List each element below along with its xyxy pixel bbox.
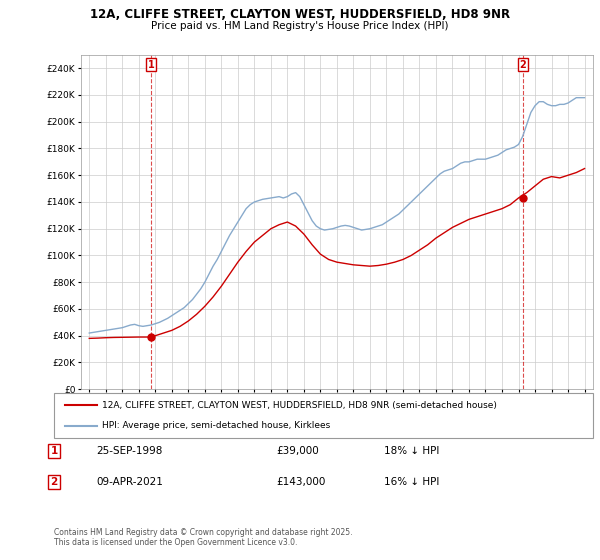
- Text: HPI: Average price, semi-detached house, Kirklees: HPI: Average price, semi-detached house,…: [103, 421, 331, 430]
- Text: 16% ↓ HPI: 16% ↓ HPI: [384, 477, 439, 487]
- Text: 1: 1: [50, 446, 58, 456]
- FancyBboxPatch shape: [54, 393, 593, 438]
- Text: 12A, CLIFFE STREET, CLAYTON WEST, HUDDERSFIELD, HD8 9NR: 12A, CLIFFE STREET, CLAYTON WEST, HUDDER…: [90, 8, 510, 21]
- Text: 2: 2: [520, 60, 526, 70]
- Text: 09-APR-2021: 09-APR-2021: [96, 477, 163, 487]
- Text: Contains HM Land Registry data © Crown copyright and database right 2025.
This d: Contains HM Land Registry data © Crown c…: [54, 528, 353, 547]
- Text: 12A, CLIFFE STREET, CLAYTON WEST, HUDDERSFIELD, HD8 9NR (semi-detached house): 12A, CLIFFE STREET, CLAYTON WEST, HUDDER…: [103, 401, 497, 410]
- Text: £143,000: £143,000: [276, 477, 325, 487]
- Text: Price paid vs. HM Land Registry's House Price Index (HPI): Price paid vs. HM Land Registry's House …: [151, 21, 449, 31]
- Text: 18% ↓ HPI: 18% ↓ HPI: [384, 446, 439, 456]
- Text: £39,000: £39,000: [276, 446, 319, 456]
- Text: 2: 2: [50, 477, 58, 487]
- Text: 1: 1: [148, 60, 154, 70]
- Text: 25-SEP-1998: 25-SEP-1998: [96, 446, 163, 456]
